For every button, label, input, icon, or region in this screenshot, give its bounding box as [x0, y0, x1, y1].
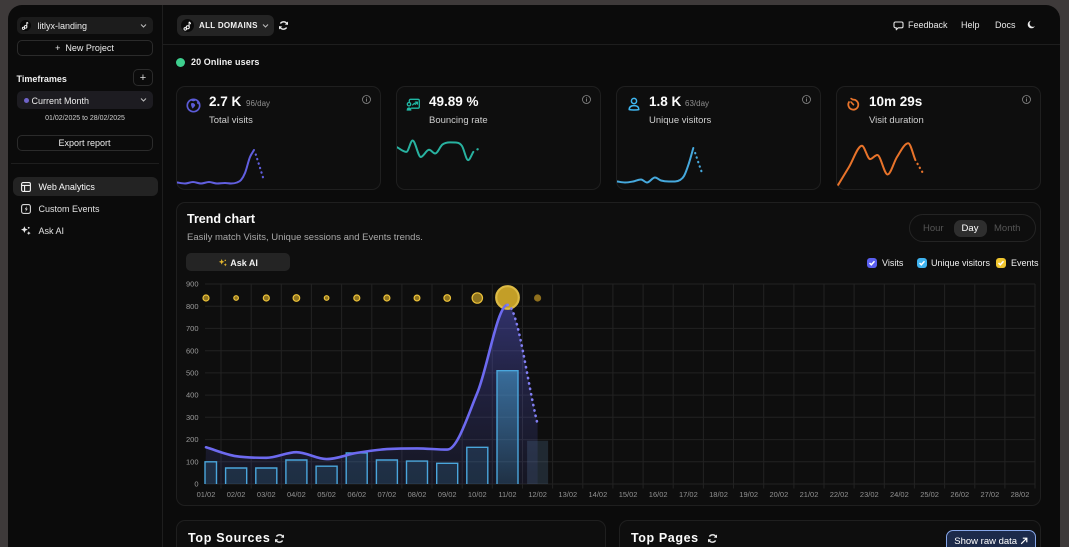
svg-text:400: 400: [186, 391, 199, 400]
svg-text:0: 0: [194, 480, 198, 489]
svg-text:08/02: 08/02: [408, 490, 427, 499]
svg-text:03/02: 03/02: [257, 490, 276, 499]
svg-text:20/02: 20/02: [770, 490, 789, 499]
svg-text:09/02: 09/02: [438, 490, 457, 499]
svg-text:19/02: 19/02: [739, 490, 758, 499]
svg-text:24/02: 24/02: [890, 490, 909, 499]
svg-text:100: 100: [186, 457, 199, 466]
svg-text:23/02: 23/02: [860, 490, 879, 499]
svg-text:07/02: 07/02: [378, 490, 397, 499]
svg-text:500: 500: [186, 369, 199, 378]
svg-text:10/02: 10/02: [468, 490, 487, 499]
svg-text:14/02: 14/02: [589, 490, 608, 499]
svg-text:04/02: 04/02: [287, 490, 306, 499]
svg-text:16/02: 16/02: [649, 490, 668, 499]
svg-text:600: 600: [186, 346, 199, 355]
svg-text:17/02: 17/02: [679, 490, 698, 499]
svg-text:02/02: 02/02: [227, 490, 246, 499]
svg-text:12/02: 12/02: [528, 490, 547, 499]
svg-text:05/02: 05/02: [317, 490, 336, 499]
svg-text:11/02: 11/02: [498, 490, 516, 499]
svg-text:700: 700: [186, 324, 199, 333]
svg-text:900: 900: [186, 280, 199, 289]
svg-text:06/02: 06/02: [347, 490, 366, 499]
svg-text:27/02: 27/02: [981, 490, 1000, 499]
svg-text:26/02: 26/02: [950, 490, 969, 499]
svg-text:21/02: 21/02: [800, 490, 819, 499]
svg-text:01/02: 01/02: [197, 490, 216, 499]
svg-text:22/02: 22/02: [830, 490, 849, 499]
svg-text:25/02: 25/02: [920, 490, 939, 499]
svg-text:800: 800: [186, 302, 199, 311]
svg-text:28/02: 28/02: [1011, 490, 1030, 499]
svg-text:13/02: 13/02: [558, 490, 577, 499]
svg-text:200: 200: [186, 435, 199, 444]
svg-text:300: 300: [186, 413, 199, 422]
svg-text:18/02: 18/02: [709, 490, 728, 499]
svg-text:15/02: 15/02: [619, 490, 638, 499]
